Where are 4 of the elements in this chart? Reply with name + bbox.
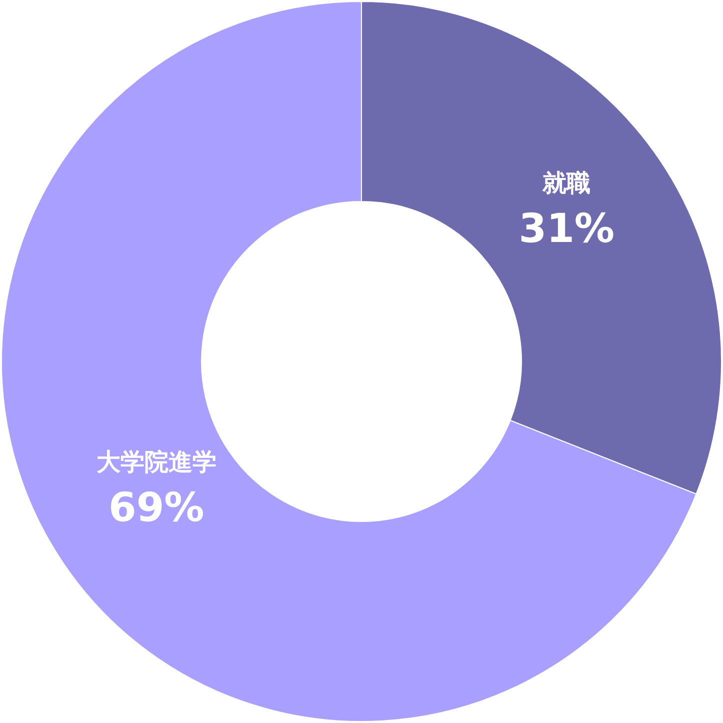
slice-label: 就職: [542, 169, 591, 198]
data-label: 31%: [518, 206, 614, 252]
data-label: 69%: [108, 484, 204, 531]
slice-label: 大学院進学: [96, 448, 216, 476]
